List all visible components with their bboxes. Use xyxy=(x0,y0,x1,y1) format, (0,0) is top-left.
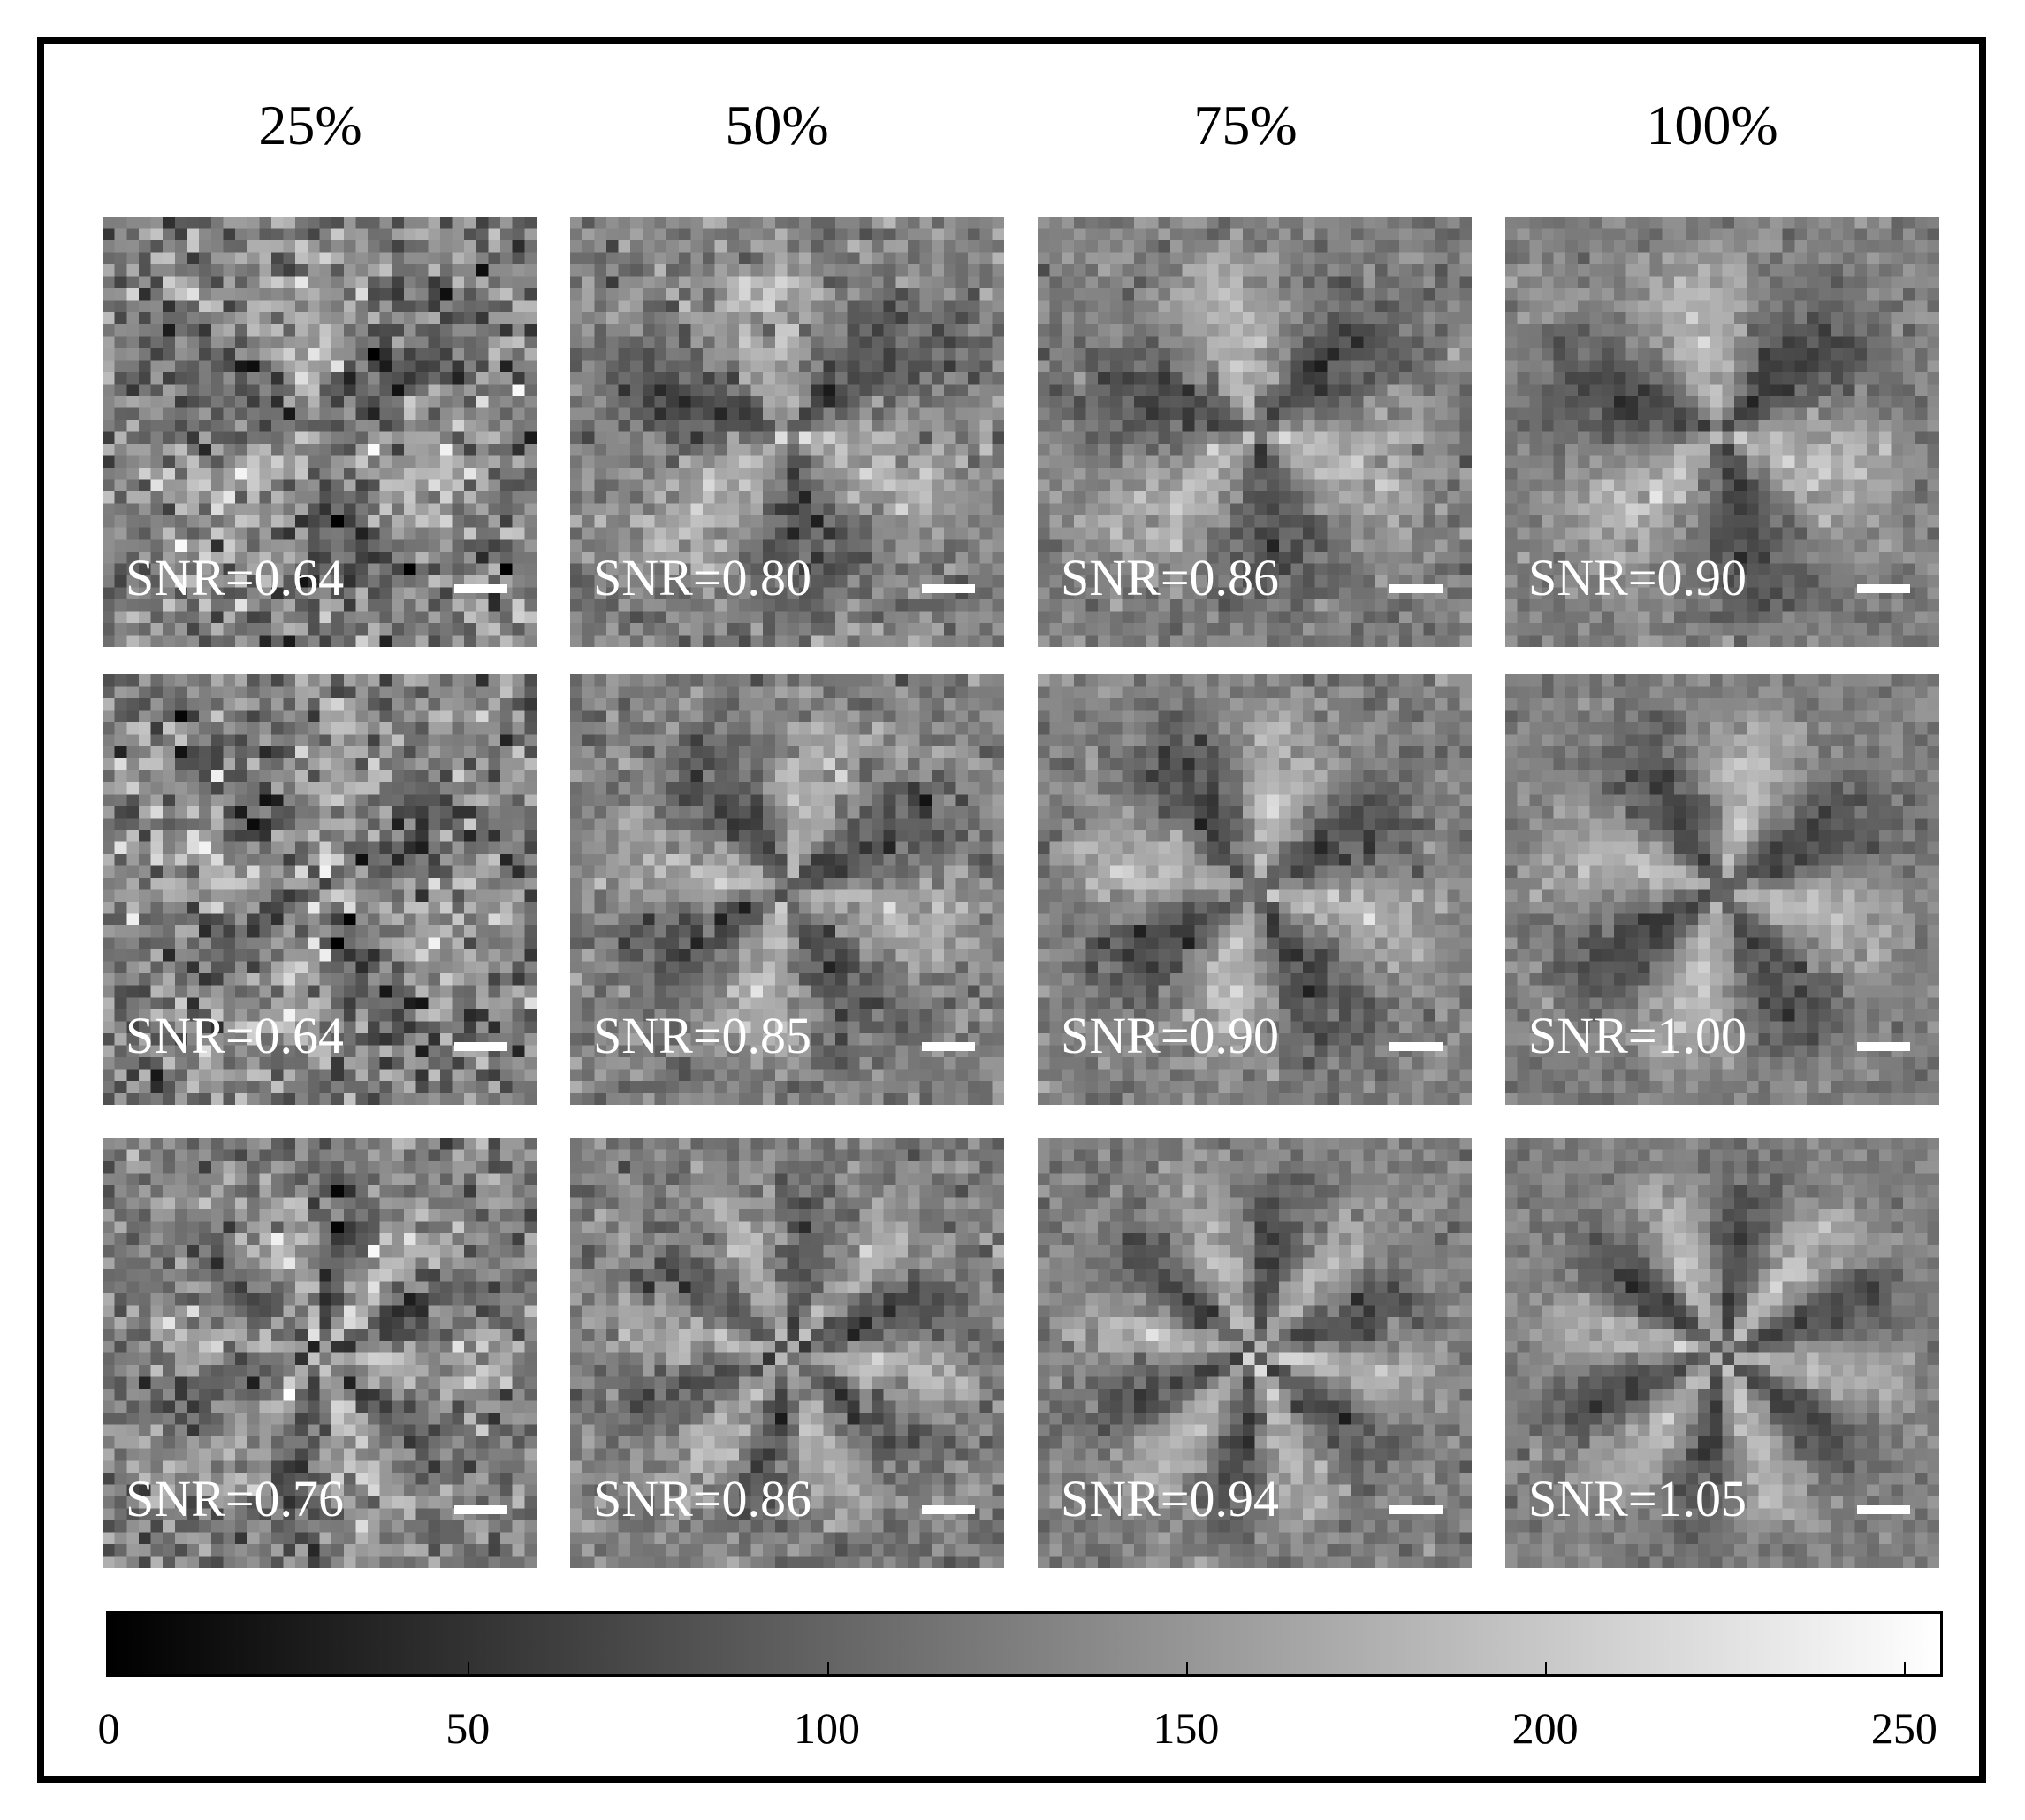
colorbar-tick xyxy=(1545,1662,1548,1674)
scale-bar xyxy=(922,1042,975,1051)
colorbar-tick-label: 150 xyxy=(1153,1703,1220,1753)
snr-label: SNR=1.05 xyxy=(1528,1470,1747,1527)
scale-bar xyxy=(1389,1505,1443,1514)
noisy-image xyxy=(570,674,1004,1105)
noisy-image xyxy=(1505,217,1939,647)
scale-bar xyxy=(1389,1042,1443,1051)
colorbar-tick xyxy=(1185,1662,1188,1674)
noisy-image xyxy=(570,217,1004,647)
scale-bar xyxy=(1389,584,1443,593)
image-panel: SNR=1.05 xyxy=(1505,1138,1939,1568)
column-title-25: 25% xyxy=(258,94,362,156)
colorbar-tick xyxy=(468,1662,470,1674)
snr-label: SNR=0.86 xyxy=(593,1470,812,1527)
scale-bar xyxy=(454,1042,507,1051)
snr-label: SNR=0.64 xyxy=(126,1007,345,1064)
scale-bar xyxy=(454,584,507,593)
image-panel: SNR=0.76 xyxy=(103,1138,537,1568)
colorbar-tick-label: 200 xyxy=(1511,1703,1579,1753)
image-panel: SNR=1.00 xyxy=(1505,674,1939,1105)
scale-bar xyxy=(454,1505,507,1514)
column-title-100: 100% xyxy=(1646,94,1778,156)
snr-label: SNR=0.76 xyxy=(126,1470,345,1527)
image-panel: SNR=0.86 xyxy=(570,1138,1004,1568)
image-panel: SNR=0.90 xyxy=(1038,674,1472,1105)
noisy-image xyxy=(1038,1138,1472,1568)
noisy-image xyxy=(570,1138,1004,1568)
image-panel: SNR=0.86 xyxy=(1038,217,1472,647)
column-title-50: 50% xyxy=(725,94,829,156)
colorbar-tick-label: 100 xyxy=(794,1703,861,1753)
noisy-image xyxy=(1505,1138,1939,1568)
colorbar-tick-label: 250 xyxy=(1870,1703,1937,1753)
scale-bar xyxy=(922,1505,975,1514)
colorbar-tick-label: 50 xyxy=(445,1703,491,1753)
noisy-image xyxy=(1505,674,1939,1105)
noisy-image xyxy=(103,217,537,647)
image-panel: SNR=0.64 xyxy=(103,217,537,647)
colorbar xyxy=(106,1611,1943,1677)
noisy-image xyxy=(103,674,537,1105)
scale-bar xyxy=(1857,584,1910,593)
image-panel: SNR=0.90 xyxy=(1505,217,1939,647)
scale-bar xyxy=(922,584,975,593)
colorbar-tick-label: 0 xyxy=(97,1703,120,1753)
colorbar-tick xyxy=(1904,1662,1907,1674)
colorbar-tick xyxy=(826,1662,829,1674)
image-panel: SNR=0.94 xyxy=(1038,1138,1472,1568)
image-panel: SNR=0.85 xyxy=(570,674,1004,1105)
snr-label: SNR=0.64 xyxy=(126,549,345,606)
snr-label: SNR=0.94 xyxy=(1061,1470,1280,1527)
snr-label: SNR=0.86 xyxy=(1061,549,1280,606)
noisy-image xyxy=(1038,674,1472,1105)
scale-bar xyxy=(1857,1042,1910,1051)
image-panel: SNR=0.80 xyxy=(570,217,1004,647)
snr-label: SNR=1.00 xyxy=(1528,1007,1747,1064)
snr-label: SNR=0.90 xyxy=(1528,549,1747,606)
snr-label: SNR=0.80 xyxy=(593,549,812,606)
snr-label: SNR=0.90 xyxy=(1061,1007,1280,1064)
image-panel: SNR=0.64 xyxy=(103,674,537,1105)
column-title-75: 75% xyxy=(1193,94,1298,156)
noisy-image xyxy=(103,1138,537,1568)
scale-bar xyxy=(1857,1505,1910,1514)
figure-frame xyxy=(37,37,1986,1783)
snr-label: SNR=0.85 xyxy=(593,1007,812,1064)
noisy-image xyxy=(1038,217,1472,647)
